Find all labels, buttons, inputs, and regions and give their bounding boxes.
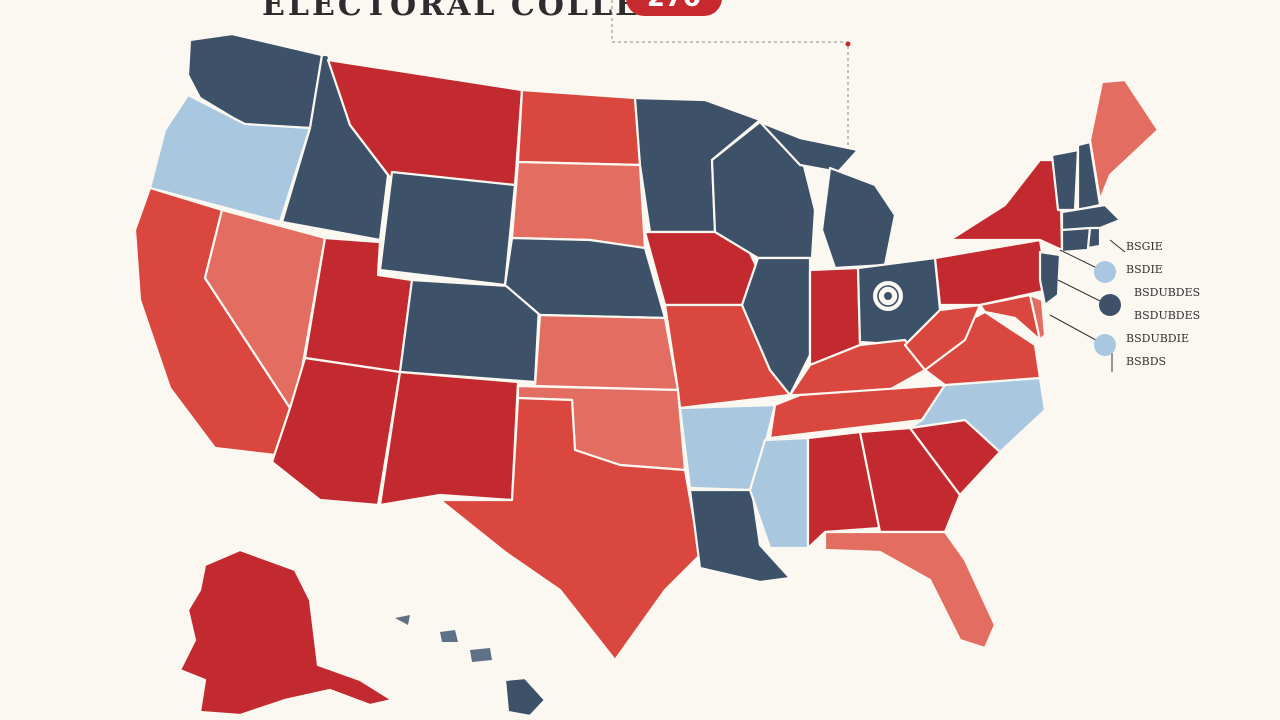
badge-leader-line bbox=[611, 0, 849, 150]
legend-label-5: BSDUBDIE bbox=[1126, 332, 1189, 345]
legend-swatch-5 bbox=[1094, 334, 1116, 356]
state-rhode-island[interactable] bbox=[1086, 226, 1102, 250]
badge-leader-dot bbox=[845, 41, 851, 47]
state-nebraska[interactable] bbox=[503, 236, 667, 320]
state-maine[interactable] bbox=[1088, 78, 1160, 202]
state-maryland[interactable] bbox=[978, 293, 1042, 342]
state-new-mexico[interactable] bbox=[378, 370, 520, 507]
legend-label-3: BSDUBDES bbox=[1134, 286, 1201, 299]
state-massachusetts[interactable] bbox=[1060, 203, 1122, 232]
state-wyoming[interactable] bbox=[378, 170, 517, 287]
electoral-votes-badge: 270 bbox=[626, 0, 722, 16]
legend-label-4: BSDUBDES bbox=[1134, 309, 1201, 322]
state-hawaii[interactable] bbox=[503, 676, 547, 718]
state-new-york[interactable] bbox=[948, 158, 1064, 252]
state-south-dakota[interactable] bbox=[510, 160, 647, 250]
legend-swatch-4 bbox=[1099, 294, 1121, 316]
state-michigan[interactable] bbox=[820, 166, 897, 270]
map-title: ELECTORAL COLLEGE bbox=[262, 0, 696, 23]
legend-swatch-2 bbox=[1094, 261, 1116, 283]
state-alaska[interactable] bbox=[178, 548, 394, 717]
legend-label-2: BSDIE bbox=[1126, 263, 1163, 276]
hawaii-small-islands bbox=[395, 615, 492, 662]
state-new-jersey[interactable] bbox=[1038, 250, 1062, 307]
seal-icon bbox=[871, 279, 905, 313]
state-alabama[interactable] bbox=[806, 430, 882, 550]
state-florida[interactable] bbox=[823, 530, 997, 650]
state-georgia[interactable] bbox=[858, 426, 962, 534]
legend-label-1: BSGIE bbox=[1126, 240, 1163, 253]
state-texas[interactable] bbox=[438, 396, 702, 662]
state-michigan-upper[interactable] bbox=[758, 120, 860, 174]
state-kansas[interactable] bbox=[533, 313, 680, 392]
legend-label-6: BSBDS bbox=[1126, 355, 1167, 368]
state-north-dakota[interactable] bbox=[516, 88, 642, 167]
state-mississippi[interactable] bbox=[748, 436, 810, 550]
state-north-carolina[interactable] bbox=[908, 376, 1047, 454]
state-connecticut[interactable] bbox=[1060, 226, 1092, 254]
state-oregon[interactable] bbox=[148, 93, 312, 224]
state-delaware[interactable] bbox=[1028, 293, 1047, 342]
